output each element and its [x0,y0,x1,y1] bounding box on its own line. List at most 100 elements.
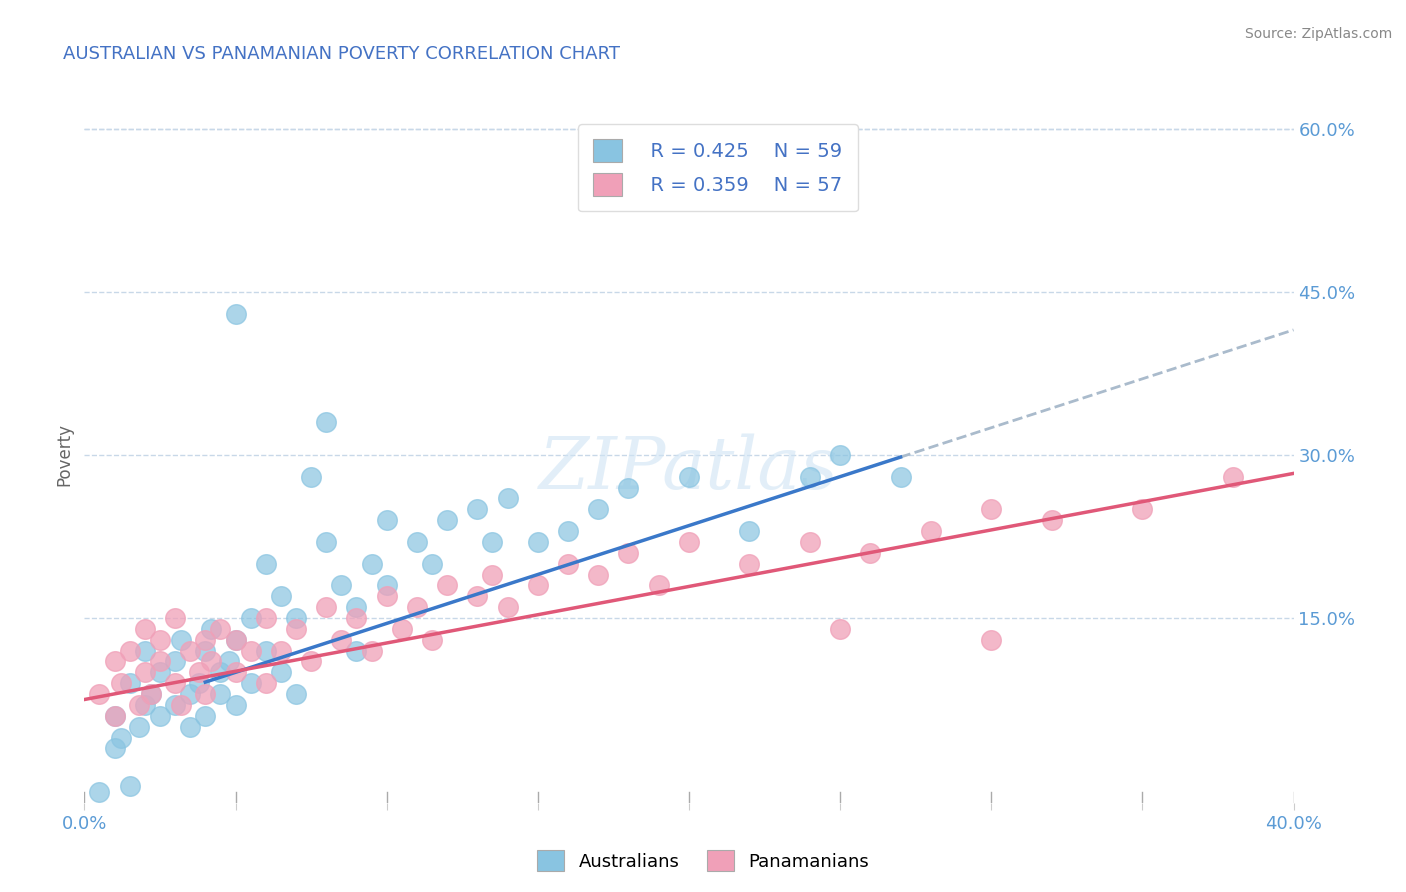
Point [170,698,193,712]
Point [527,534,550,549]
Point [360,643,382,657]
Point [588,502,610,516]
Point [104,741,127,756]
Point [830,622,852,636]
Point [315,534,337,549]
Point [200,622,222,636]
Point [406,534,429,549]
Point [830,448,852,462]
Point [225,632,247,647]
Point [738,557,761,571]
Point [104,655,127,669]
Point [104,708,127,723]
Point [299,655,322,669]
Point [346,643,368,657]
Point [315,415,337,429]
Point [128,720,150,734]
Point [179,687,201,701]
Point [920,524,942,538]
Text: ZIPatlas: ZIPatlas [538,434,839,504]
Point [218,655,240,669]
Point [104,708,127,723]
Point [346,600,368,615]
Point [179,720,201,734]
Point [346,611,368,625]
Point [285,687,308,701]
Point [315,600,337,615]
Point [678,534,700,549]
Point [890,469,912,483]
Point [1222,469,1244,483]
Point [194,708,217,723]
Point [165,676,187,690]
Point [188,676,211,690]
Point [89,687,111,701]
Point [89,785,111,799]
Point [188,665,211,680]
Text: Source: ZipAtlas.com: Source: ZipAtlas.com [1244,27,1392,41]
Point [194,687,217,701]
Point [170,632,193,647]
Point [165,698,187,712]
Point [134,643,156,657]
Point [360,557,382,571]
Point [375,513,398,527]
Point [225,698,247,712]
Point [496,491,519,506]
Point [118,676,141,690]
Point [165,655,187,669]
Point [149,665,172,680]
Point [200,655,222,669]
Point [330,578,353,592]
Text: AUSTRALIAN VS PANAMANIAN POVERTY CORRELATION CHART: AUSTRALIAN VS PANAMANIAN POVERTY CORRELA… [63,45,620,62]
Point [254,611,277,625]
Point [239,676,262,690]
Point [149,708,172,723]
Point [118,780,141,794]
Point [165,611,187,625]
Point [1130,502,1153,516]
Point [254,557,277,571]
Legend:   R = 0.425    N = 59,   R = 0.359    N = 57: R = 0.425 N = 59, R = 0.359 N = 57 [578,124,858,211]
Point [239,643,262,657]
Point [391,622,413,636]
Point [436,513,458,527]
Point [134,665,156,680]
Point [225,307,247,321]
Point [239,611,262,625]
Point [209,622,232,636]
Point [254,643,277,657]
Point [678,469,700,483]
Point [128,698,150,712]
Point [980,502,1002,516]
Point [225,632,247,647]
Point [270,665,292,680]
Point [557,557,579,571]
Point [859,546,882,560]
Point [330,632,353,647]
Point [194,632,217,647]
Point [254,676,277,690]
Point [225,665,247,680]
Point [134,622,156,636]
Point [467,589,489,603]
Point [980,632,1002,647]
Point [481,534,503,549]
Point [139,687,162,701]
Point [110,676,132,690]
Point [270,589,292,603]
Point [299,469,322,483]
Point [149,655,172,669]
Point [209,665,232,680]
Point [270,643,292,657]
Point [209,687,232,701]
Point [110,731,132,745]
Point [799,534,821,549]
Point [436,578,458,592]
Point [285,611,308,625]
Point [1040,513,1063,527]
Point [179,643,201,657]
Point [648,578,671,592]
Point [375,589,398,603]
Point [134,698,156,712]
